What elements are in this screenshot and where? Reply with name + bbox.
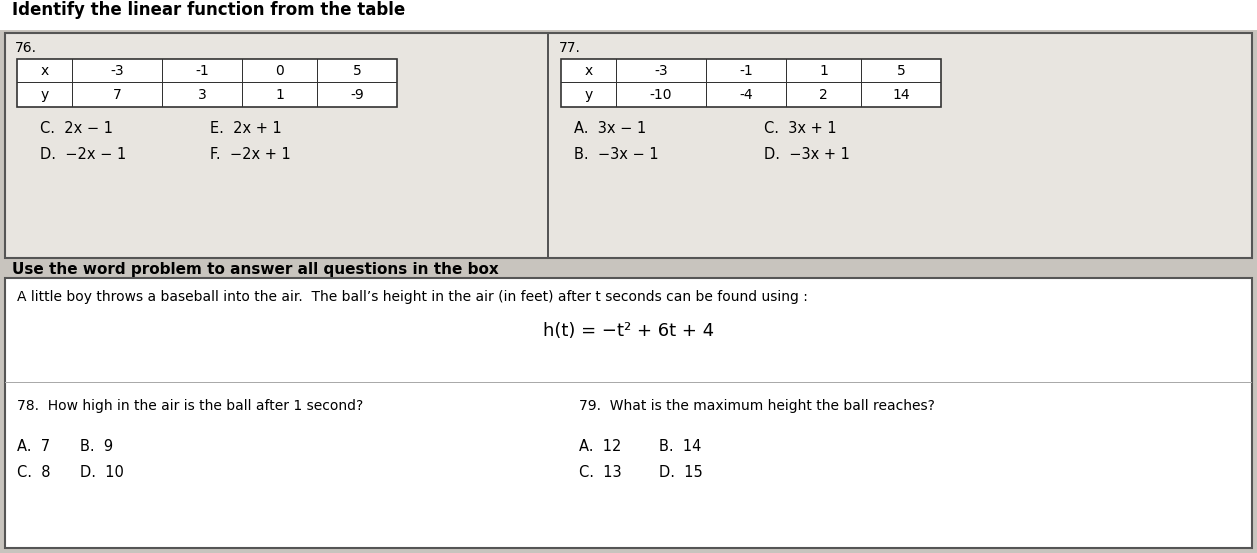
Text: -10: -10 [650, 88, 672, 102]
Text: 14: 14 [892, 88, 910, 102]
Text: C.  8: C. 8 [18, 465, 50, 480]
Bar [18, 59, 397, 107]
Text: x: x [585, 64, 592, 78]
Text: D.  10: D. 10 [80, 465, 124, 480]
Text: 79.  What is the maximum height the ball reaches?: 79. What is the maximum height the ball … [578, 399, 934, 413]
Text: 0: 0 [275, 64, 284, 78]
Text: C.  13: C. 13 [578, 465, 621, 480]
Text: 77.: 77. [559, 41, 581, 55]
Text: 3: 3 [197, 88, 206, 102]
Text: C.  3x + 1: C. 3x + 1 [764, 121, 837, 136]
Text: -3: -3 [654, 64, 667, 78]
Text: F.  −2x + 1: F. −2x + 1 [210, 147, 290, 162]
Text: -4: -4 [739, 88, 753, 102]
Text: y: y [585, 88, 592, 102]
Text: Use the word problem to answer all questions in the box: Use the word problem to answer all quest… [13, 262, 499, 277]
Text: B.  9: B. 9 [80, 439, 113, 454]
Text: E.  2x + 1: E. 2x + 1 [210, 121, 282, 136]
Text: D.  15: D. 15 [659, 465, 703, 480]
Text: h(t) = −t² + 6t + 4: h(t) = −t² + 6t + 4 [543, 322, 714, 340]
Text: 1: 1 [275, 88, 284, 102]
Text: A little boy throws a baseball into the air.  The ball’s height in the air (in f: A little boy throws a baseball into the … [18, 290, 808, 304]
Bar [561, 82, 941, 83]
Text: A.  3x − 1: A. 3x − 1 [574, 121, 646, 136]
Text: y: y [40, 88, 49, 102]
Bar [561, 59, 941, 107]
Text: Identify the linear function from the table: Identify the linear function from the ta… [13, 1, 405, 19]
Text: -3: -3 [111, 64, 123, 78]
Text: B.  14: B. 14 [659, 439, 701, 454]
Bar [5, 382, 1252, 383]
Text: -9: -9 [351, 88, 363, 102]
Text: 1: 1 [820, 64, 828, 78]
Bar [547, 33, 548, 258]
Text: 2: 2 [820, 88, 828, 102]
Text: x: x [40, 64, 49, 78]
Text: A.  7: A. 7 [18, 439, 50, 454]
Bar [0, 0, 1257, 30]
Text: D.  −3x + 1: D. −3x + 1 [764, 147, 850, 162]
Text: 78.  How high in the air is the ball after 1 second?: 78. How high in the air is the ball afte… [18, 399, 363, 413]
Text: 7: 7 [113, 88, 122, 102]
Text: -1: -1 [195, 64, 209, 78]
Text: A.  12: A. 12 [578, 439, 621, 454]
Text: B.  −3x − 1: B. −3x − 1 [574, 147, 659, 162]
Bar [18, 82, 397, 83]
Text: 5: 5 [353, 64, 361, 78]
Bar [5, 278, 1252, 548]
Text: 76.: 76. [15, 41, 36, 55]
Text: -1: -1 [739, 64, 753, 78]
Text: D.  −2x − 1: D. −2x − 1 [40, 147, 126, 162]
Bar [5, 33, 1252, 258]
Text: 5: 5 [896, 64, 905, 78]
Text: C.  2x − 1: C. 2x − 1 [40, 121, 113, 136]
